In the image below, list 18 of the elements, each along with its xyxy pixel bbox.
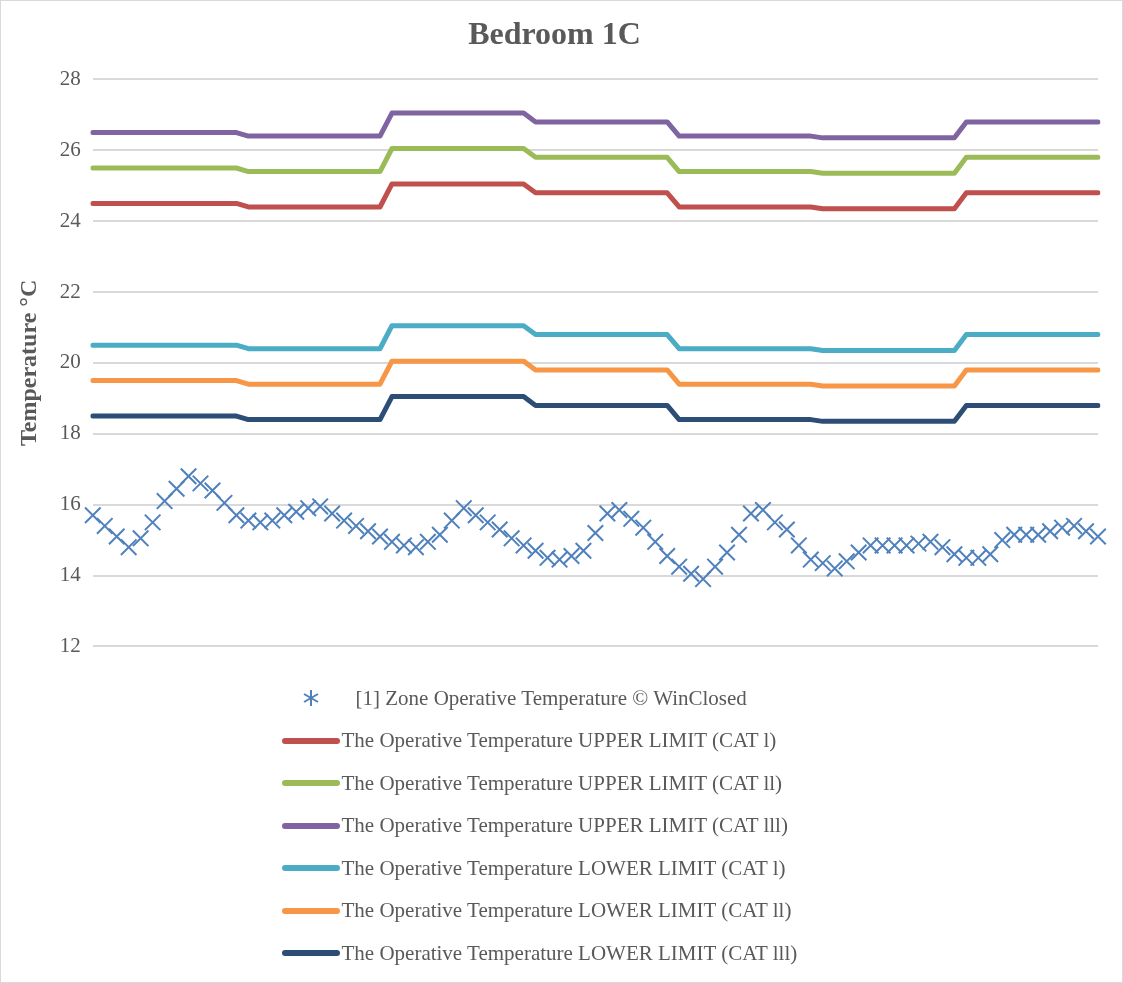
y-tick-label: 14 [59,562,82,587]
legend-label: [1] Zone Operative Temperature © WinClosed [355,685,747,711]
y-tick-label: 28 [59,65,81,90]
legend-label: The Operative Temperature UPPER LIMIT (CAT ll) [341,770,783,796]
y-tick-label: 24 [59,207,82,232]
chart-title: Bedroom 1C [468,15,641,52]
legend-label: The Operative Temperature UPPER LIMIT (CAT l) [341,728,777,754]
legend-label: The Operative Temperature LOWER LIMIT (CAT l) [341,855,786,881]
y-tick-label: 22 [59,278,81,303]
legend-label: The Operative Temperature LOWER LIMIT (CAT ll) [341,898,792,924]
y-tick-label: 12 [59,632,81,657]
legend-label: The Operative Temperature UPPER LIMIT (CAT lll) [341,813,788,839]
y-tick-label: 18 [59,420,81,445]
y-axis-title: Temperature °C [14,279,41,447]
y-tick-label: 20 [59,349,81,374]
legend-label: The Operative Temperature LOWER LIMIT (CAT lll) [341,940,798,966]
y-tick-label: 26 [59,136,81,161]
y-tick-label: 16 [59,491,81,516]
